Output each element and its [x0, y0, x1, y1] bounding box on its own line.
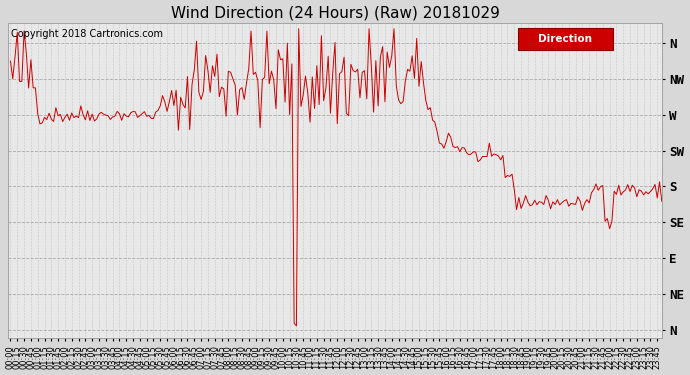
Text: Copyright 2018 Cartronics.com: Copyright 2018 Cartronics.com — [12, 29, 164, 39]
Text: Direction: Direction — [538, 34, 593, 44]
Title: Wind Direction (24 Hours) (Raw) 20181029: Wind Direction (24 Hours) (Raw) 20181029 — [170, 6, 500, 21]
FancyBboxPatch shape — [518, 28, 613, 50]
